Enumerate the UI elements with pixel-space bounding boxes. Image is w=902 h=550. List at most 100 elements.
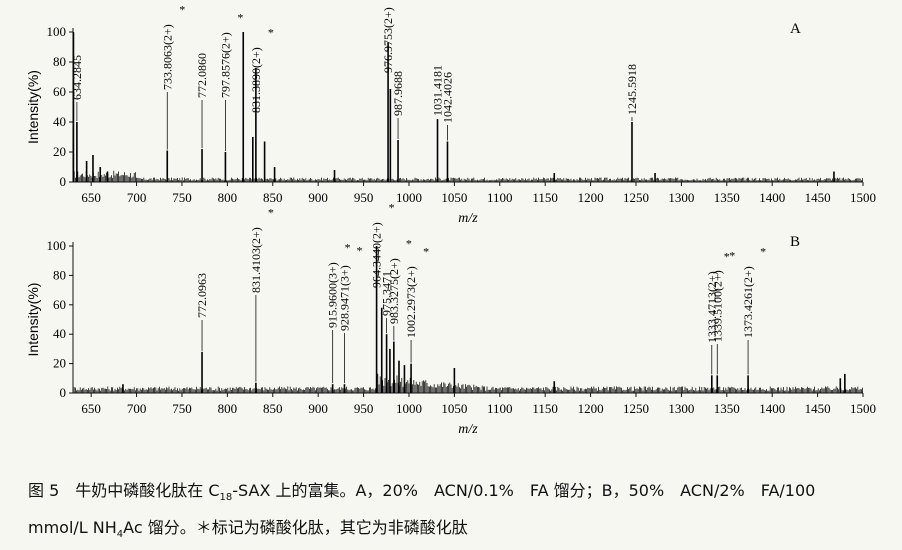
panel-a-y-tick-label: 60 xyxy=(53,84,66,99)
panel-b-x-tick-label: 1050 xyxy=(441,401,467,416)
panel-b-x-tick-label: 900 xyxy=(308,401,328,416)
panel-a-phospho-star: * xyxy=(237,11,243,25)
panel-b-x-tick-label: 750 xyxy=(172,401,192,416)
panel-b-phospho-star: * xyxy=(724,249,730,263)
panel-a-peak-label: 1245.5918 xyxy=(625,64,639,115)
caption-line-2: mmol/L NH4Ac 馏分。＊标记为磷酸化肽，其它为非磷酸化肽 xyxy=(28,513,888,550)
caption-line1-sub: 18 xyxy=(219,492,233,504)
panel-a-peak-label: 831.3890(2+) xyxy=(249,47,263,113)
panel-a-x-tick-label: 800 xyxy=(218,190,238,205)
caption-line1-post: -SAX 上的富集。A，20% ACN/0.1% FA 馏分；B，50% ACN… xyxy=(232,481,816,500)
panel-a-x-tick-label: 650 xyxy=(81,190,101,205)
panel-b-peak-label: 1333.4713(2+) xyxy=(705,271,719,343)
panel-a-x-tick-label: 1500 xyxy=(850,190,876,205)
panel-b-peak-label: 983.3275(2+) xyxy=(387,258,401,324)
panel-a-y-tick-label: 0 xyxy=(60,174,67,189)
panel-a-x-tick-label: 900 xyxy=(308,190,328,205)
panel-b-y-tick-label: 100 xyxy=(47,238,67,253)
panel-b-peak-label: 1002.2973(2+) xyxy=(404,266,418,338)
panel-b-x-tick-label: 1450 xyxy=(805,401,831,416)
panel-b-x-axis-title: m/z xyxy=(458,422,478,437)
panel-b-x-tick-label: 1300 xyxy=(668,401,694,416)
panel-b-phospho-star: * xyxy=(729,248,735,262)
panel-b-x-tick-label: 950 xyxy=(354,401,374,416)
panel-a-x-tick-label: 1100 xyxy=(487,190,513,205)
panel-b-label: B xyxy=(790,234,800,250)
panel-b-peak-label: 1339.5100(2+) xyxy=(710,270,724,342)
panel-a-y-axis-title: Intensity(%) xyxy=(25,70,41,144)
panel-b-x-tick-label: 700 xyxy=(127,401,147,416)
panel-a-peak-label: 987.9688 xyxy=(391,71,405,116)
panel-a-label: A xyxy=(790,21,801,37)
panel-a-x-tick-label: 1000 xyxy=(396,190,422,205)
panel-b-y-tick-label: 20 xyxy=(53,356,66,371)
panel-a-x-tick-label: 1150 xyxy=(532,190,558,205)
figure-caption: 图 5 牛奶中磷酸化肽在 C18-SAX 上的富集。A，20% ACN/0.1%… xyxy=(28,476,888,550)
panel-a-x-tick-label: 1050 xyxy=(441,190,467,205)
panel-a-peak-label: 772.0860 xyxy=(195,53,209,98)
panel-a-x-tick-label: 1300 xyxy=(668,190,694,205)
spectrum-panel-a: 0 20 40 60 80 100 650 700 750 800 850 900 950 1000 105… xyxy=(25,3,876,226)
panel-b-x-tick-label: 800 xyxy=(218,401,238,416)
panel-b-peak-label: 831.4103(2+) xyxy=(249,227,263,293)
panel-a-x-tick-label: 750 xyxy=(172,190,192,205)
panel-b-phospho-star: * xyxy=(760,244,766,258)
panel-b-phospho-star: * xyxy=(268,206,274,220)
panel-b-x-tick-label: 1350 xyxy=(714,401,740,416)
caption-line1-pre: 图 5 牛奶中磷酸化肽在 C xyxy=(28,481,220,500)
panel-a-x-axis-title: m/z xyxy=(458,211,478,226)
panel-a-x-tick-label: 1450 xyxy=(805,190,831,205)
caption-line2-sub: 4 xyxy=(116,529,124,541)
panel-b-x-tick-label: 1500 xyxy=(850,401,876,416)
panel-a-peak-label: 733.8063(2+) xyxy=(160,24,174,90)
panel-b-peak-label: 772.0963 xyxy=(195,273,209,318)
panel-b-phospho-star: * xyxy=(389,201,395,215)
panel-b-phospho-star: * xyxy=(356,244,362,258)
panel-b-y-tick-label: 0 xyxy=(60,385,67,400)
panel-a-peak-label: 976.9753(2+) xyxy=(381,7,395,73)
caption-line2-pre: mmol/L NH xyxy=(28,518,117,538)
panel-b-y-tick-label: 40 xyxy=(53,326,66,341)
panel-b-x-tick-label: 1150 xyxy=(532,401,558,416)
panel-b-x-tick-label: 650 xyxy=(81,401,101,416)
panel-a-baseline-noise xyxy=(72,170,863,182)
panel-a-peak-label: 1031.4181 xyxy=(431,65,445,116)
caption-line2-post: Ac 馏分。＊标记为磷酸化肽，其它为非磷酸化肽 xyxy=(123,518,468,538)
panel-b-y-tick-label: 80 xyxy=(53,267,66,282)
panel-b-x-tick-label: 1100 xyxy=(487,401,513,416)
panel-b-x-tick-label: 1400 xyxy=(759,401,785,416)
panel-a-y-tick-label: 20 xyxy=(53,144,66,159)
panel-b-y-axis-title: Intensity(%) xyxy=(25,283,41,357)
panel-a-x-tick-label: 950 xyxy=(354,190,374,205)
panel-b-peak-label: 928.9471(3+) xyxy=(337,265,351,331)
spectrum-panel-b: 0 20 40 60 80 100 650 700 750 800 850 900 950 1000 105… xyxy=(25,201,876,437)
panel-a-y-tick-label: 40 xyxy=(53,114,66,129)
panel-b-peak-label: 964.3440(2+) xyxy=(370,222,384,288)
panel-a-x-tick-label: 1250 xyxy=(623,190,649,205)
panel-b-peak-label: 975.3471 xyxy=(380,271,394,316)
panel-a-y-tick-label: 100 xyxy=(47,24,67,39)
panel-a-x-tick-label: 1400 xyxy=(759,190,785,205)
panel-b-x-tick-label: 1000 xyxy=(396,401,422,416)
panel-b-x-tick-label: 1250 xyxy=(623,401,649,416)
panel-a-x-tick-label: 1200 xyxy=(578,190,604,205)
panel-b-peak-label: 1373.4261(2+) xyxy=(741,266,755,338)
panel-a-phospho-star: * xyxy=(268,26,274,40)
panel-a-x-tick-label: 700 xyxy=(127,190,147,205)
panel-a-peak-label: 797.8576(2+) xyxy=(218,32,232,98)
panel-b-peak-label: 915.9600(3+) xyxy=(326,262,340,328)
panel-a-phospho-star: * xyxy=(179,3,185,17)
panel-b-phospho-star: * xyxy=(345,241,351,255)
panel-a-peak-label: 634.2845 xyxy=(70,55,84,100)
panel-a-x-tick-label: 1350 xyxy=(714,190,740,205)
caption-line-1: 图 5 牛奶中磷酸化肽在 C18-SAX 上的富集。A，20% ACN/0.1%… xyxy=(28,476,888,513)
panel-b-baseline-noise xyxy=(72,373,863,393)
panel-a-peak-label: 1042.4026 xyxy=(440,72,454,123)
panel-b-y-tick-label: 60 xyxy=(53,297,66,312)
panel-b-x-tick-label: 1200 xyxy=(578,401,604,416)
panel-a-x-tick-label: 850 xyxy=(263,190,283,205)
panel-b-phospho-star: * xyxy=(423,244,429,258)
panel-b-phospho-star: * xyxy=(406,237,412,251)
panel-a-y-tick-label: 80 xyxy=(53,54,66,69)
